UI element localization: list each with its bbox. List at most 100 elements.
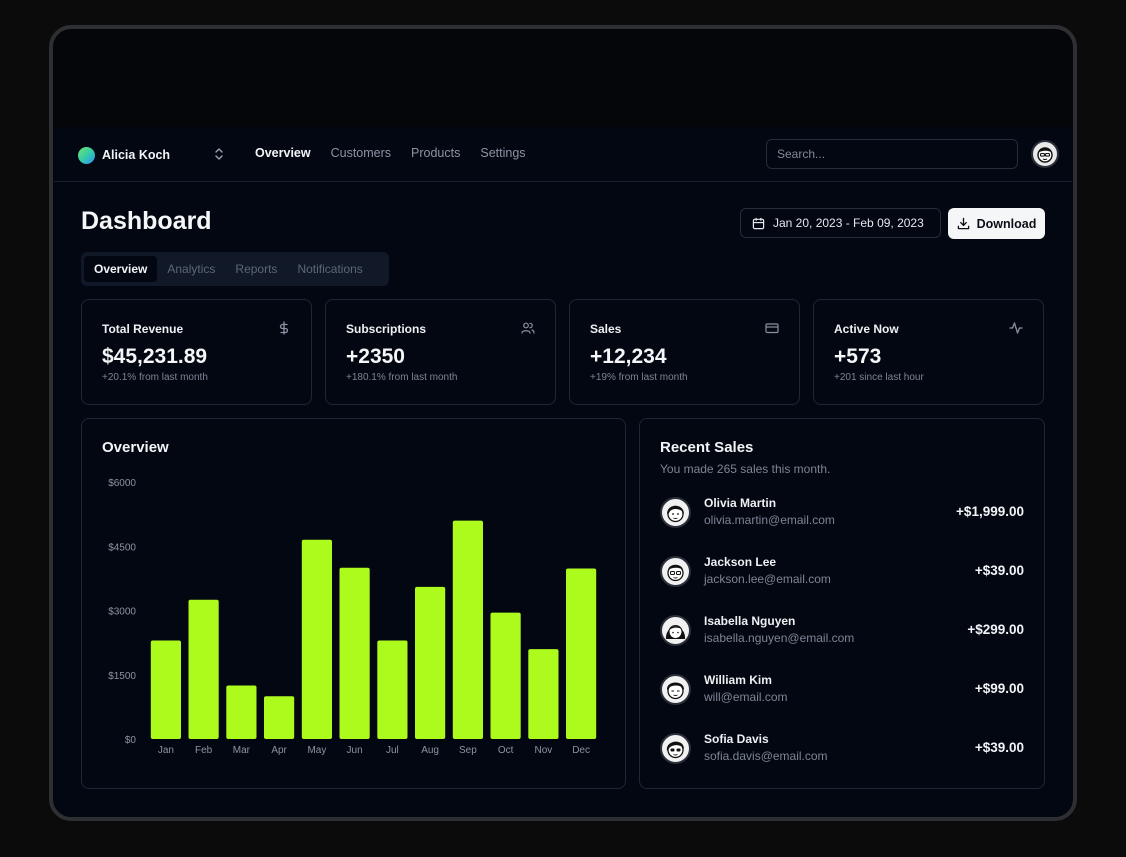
chart-bar-nov[interactable] [528,649,559,739]
sale-row: Isabella Nguyen isabella.nguyen@email.co… [660,612,1026,648]
stat-value: +12,234 [590,345,667,368]
sale-email: sofia.davis@email.com [704,749,828,763]
sale-row: William Kim will@email.com +$99.00 [660,671,1026,707]
tab-reports[interactable]: Reports [235,262,278,276]
team-avatar [78,146,95,164]
sale-amount: +$299.00 [967,622,1024,637]
top-nav: Alicia Koch Overview Customers Products … [54,127,1072,182]
x-tick-label: Aug [421,745,439,756]
avatar [660,733,691,764]
sale-amount: +$99.00 [974,681,1024,696]
user-avatar[interactable] [1031,140,1059,168]
recent-sales-title: Recent Sales [660,439,754,456]
sale-email: jackson.lee@email.com [704,572,831,586]
chart-bar-dec[interactable] [566,568,597,740]
stat-change: +20.1% from last month [102,372,208,383]
chart-bar-aug[interactable] [415,586,446,739]
overview-bar-chart: $0 $1500 $3000 $4500 $6000 Jan Feb Mar Apr May Jun… [108,478,597,756]
dashboard-tabs: Overview Analytics Reports Notifications [81,252,389,286]
chart-bar-mar[interactable] [226,685,257,740]
y-tick-label: $4500 [108,542,136,553]
chart-bar-jun[interactable] [339,567,370,739]
main-nav: Overview Customers Products Settings [255,146,546,160]
chevrons-up-down-icon[interactable] [212,147,226,163]
nav-link-settings[interactable]: Settings [480,146,526,160]
team-name: Alicia Koch [102,148,171,162]
stat-label: Subscriptions [346,322,427,336]
nav-link-products[interactable]: Products [411,146,461,160]
stat-label: Active Now [834,322,899,336]
stat-value: $45,231.89 [102,345,208,368]
sale-name: Sofia Davis [704,732,769,746]
sale-name: Isabella Nguyen [704,614,796,628]
chart-bar-jan[interactable] [150,640,181,740]
sale-email: olivia.martin@email.com [704,513,835,527]
sale-amount: +$39.00 [974,563,1024,578]
calendar-icon [752,217,765,229]
chart-bar-may[interactable] [301,539,332,739]
sale-email: will@email.com [704,690,788,704]
chart-bar-jul[interactable] [377,640,408,740]
recent-sales-subtitle: You made 265 sales this month. [660,462,831,476]
avatar [660,556,691,587]
tab-analytics[interactable]: Analytics [167,262,216,276]
sale-amount: +$1,999.00 [956,504,1024,519]
avatar [660,674,691,705]
sale-name: Jackson Lee [704,555,777,569]
x-tick-label: Jun [347,745,363,756]
credit-card-icon [765,323,779,334]
sale-name: Olivia Martin [704,496,777,510]
nav-link-customers[interactable]: Customers [330,146,392,160]
overview-chart-card: Overview $0 $1500 $3000 $4500 $6000 Jan Feb Mar… [81,418,626,789]
stat-label: Sales [590,322,622,336]
stat-card-sales: Sales +12,234 +19% from last month [569,299,800,405]
users-icon [521,322,535,334]
avatar [660,615,691,646]
chart-bar-apr[interactable] [264,696,295,739]
overview-title: Overview [102,439,169,456]
sale-email: isabella.nguyen@email.com [704,631,855,645]
stat-value: +573 [834,345,882,368]
chart-bar-oct[interactable] [490,612,521,739]
x-tick-label: Nov [535,745,553,756]
recent-sales-card: Recent Sales You made 265 sales this mon… [639,418,1045,789]
stat-value: +2350 [346,345,405,368]
tab-notifications[interactable]: Notifications [297,262,363,276]
x-tick-label: May [307,745,326,756]
x-tick-label: Oct [498,745,514,756]
stat-card-active-now: Active Now +573 +201 since last hour [813,299,1044,405]
date-range-picker[interactable]: Jan 20, 2023 - Feb 09, 2023 [740,208,941,238]
team-switcher[interactable]: Alicia Koch [78,144,170,166]
stat-card-total-revenue: Total Revenue $45,231.89 +20.1% from las… [81,299,312,405]
x-tick-label: Sep [459,745,477,756]
stat-change: +180.1% from last month [346,372,458,383]
chart-bar-sep[interactable] [452,520,483,739]
dashboard-screen: Alicia Koch Overview Customers Products … [54,127,1072,817]
y-tick-label: $6000 [108,478,136,489]
date-range-label: Jan 20, 2023 - Feb 09, 2023 [773,216,924,230]
chart-bar-feb[interactable] [188,599,219,739]
y-tick-label: $0 [125,735,137,746]
x-tick-label: Apr [271,745,287,756]
x-tick-label: Dec [572,745,590,756]
avatar [660,497,691,528]
sale-row: Jackson Lee jackson.lee@email.com +$39.0… [660,553,1026,589]
download-icon [957,217,969,230]
page-title: Dashboard [81,207,212,235]
sale-amount: +$39.00 [974,740,1024,755]
x-tick-label: Mar [233,745,251,756]
search-input[interactable] [766,139,1018,169]
sale-row: Olivia Martin olivia.martin@email.com +$… [660,494,1026,530]
nav-link-overview[interactable]: Overview [255,146,311,160]
y-tick-label: $3000 [108,607,136,618]
y-tick-label: $1500 [108,671,136,682]
tab-overview[interactable]: Overview [84,256,158,282]
stat-card-subscriptions: Subscriptions +2350 +180.1% from last mo… [325,299,556,405]
sale-name: William Kim [704,673,772,687]
sale-row: Sofia Davis sofia.davis@email.com +$39.0… [660,730,1026,766]
stat-change: +201 since last hour [834,372,924,383]
stat-change: +19% from last month [590,372,688,383]
x-tick-label: Jan [158,745,174,756]
download-button[interactable]: Download [948,208,1045,239]
stat-label: Total Revenue [102,322,184,336]
